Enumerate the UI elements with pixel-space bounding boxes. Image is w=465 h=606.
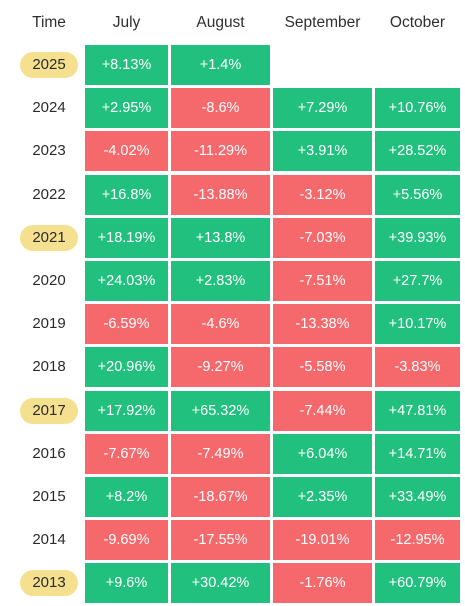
return-cell: -19.01%: [273, 520, 372, 560]
year-cell: 2013: [16, 563, 82, 603]
table-row: 2015 +8.2% -18.67% +2.35% +33.49%: [0, 477, 465, 520]
return-cell: -6.59%: [85, 304, 168, 344]
year-cell: 2025: [16, 45, 82, 85]
return-cell: +7.29%: [273, 88, 372, 128]
year-cell: 2018: [16, 347, 82, 387]
return-cell: +5.56%: [375, 175, 460, 215]
return-cell: +9.6%: [85, 563, 168, 603]
return-cell: -13.38%: [273, 304, 372, 344]
table-header: Time July August September October: [0, 0, 465, 43]
year-cell: 2023: [16, 131, 82, 171]
return-cell: +33.49%: [375, 477, 460, 517]
return-cell: +14.71%: [375, 434, 460, 474]
return-cell: -7.51%: [273, 261, 372, 301]
return-cell: +2.95%: [85, 88, 168, 128]
return-cell: -4.6%: [171, 304, 270, 344]
year-cell: 2024: [16, 88, 82, 128]
table-row: 2024 +2.95% -8.6% +7.29% +10.76%: [0, 88, 465, 131]
return-cell: +60.79%: [375, 563, 460, 603]
year-cell: 2020: [16, 261, 82, 301]
return-cell: -4.02%: [85, 131, 168, 171]
return-cell: +16.8%: [85, 175, 168, 215]
return-cell: +28.52%: [375, 131, 460, 171]
year-label: 2019: [32, 315, 66, 332]
table-row: 2019 -6.59% -4.6% -13.38% +10.17%: [0, 304, 465, 347]
return-cell: -7.03%: [273, 218, 372, 258]
return-cell: +10.76%: [375, 88, 460, 128]
year-label: 2023: [32, 142, 66, 159]
return-cell: -9.69%: [85, 520, 168, 560]
return-cell: -7.49%: [171, 434, 270, 474]
year-label: 2018: [32, 358, 66, 375]
return-cell: -1.76%: [273, 563, 372, 603]
year-cell: 2019: [16, 304, 82, 344]
year-label: 2024: [32, 99, 66, 116]
header-august: August: [196, 14, 245, 31]
return-cell: +10.17%: [375, 304, 460, 344]
return-cell: -3.12%: [273, 175, 372, 215]
empty-cell: [375, 45, 460, 85]
return-cell: +65.32%: [171, 391, 270, 431]
return-cell: +18.19%: [85, 218, 168, 258]
return-cell: -7.44%: [273, 391, 372, 431]
table-row: 2021 +18.19% +13.8% -7.03% +39.93%: [0, 218, 465, 261]
highlighted-year-label: 2017: [20, 398, 78, 424]
return-cell: +3.91%: [273, 131, 372, 171]
return-cell: +6.04%: [273, 434, 372, 474]
table-row: 2020 +24.03% +2.83% -7.51% +27.7%: [0, 261, 465, 304]
table-row: 2025 +8.13% +1.4%: [0, 45, 465, 88]
table-row: 2018 +20.96% -9.27% -5.58% -3.83%: [0, 347, 465, 390]
return-cell: -11.29%: [171, 131, 270, 171]
return-cell: +24.03%: [85, 261, 168, 301]
return-cell: +27.7%: [375, 261, 460, 301]
return-cell: -12.95%: [375, 520, 460, 560]
highlighted-year-label: 2025: [20, 52, 78, 78]
return-cell: -17.55%: [171, 520, 270, 560]
return-cell: +2.35%: [273, 477, 372, 517]
return-cell: +39.93%: [375, 218, 460, 258]
table-row: 2022 +16.8% -13.88% -3.12% +5.56%: [0, 175, 465, 218]
year-label: 2016: [32, 445, 66, 462]
return-cell: -7.67%: [85, 434, 168, 474]
table-row: 2014 -9.69% -17.55% -19.01% -12.95%: [0, 520, 465, 563]
year-cell: 2017: [16, 391, 82, 431]
table-row: 2023 -4.02% -11.29% +3.91% +28.52%: [0, 131, 465, 174]
return-cell: -3.83%: [375, 347, 460, 387]
return-cell: -5.58%: [273, 347, 372, 387]
year-label: 2014: [32, 531, 66, 548]
year-cell: 2022: [16, 175, 82, 215]
table-row: 2013 +9.6% +30.42% -1.76% +60.79%: [0, 563, 465, 606]
return-cell: +17.92%: [85, 391, 168, 431]
return-cell: +20.96%: [85, 347, 168, 387]
year-label: 2020: [32, 272, 66, 289]
year-cell: 2014: [16, 520, 82, 560]
year-cell: 2016: [16, 434, 82, 474]
return-cell: +2.83%: [171, 261, 270, 301]
table-row: 2017 +17.92% +65.32% -7.44% +47.81%: [0, 391, 465, 434]
return-cell: +13.8%: [171, 218, 270, 258]
header-september: September: [284, 14, 361, 31]
return-cell: +47.81%: [375, 391, 460, 431]
year-label: 2022: [32, 186, 66, 203]
highlighted-year-label: 2021: [20, 225, 78, 251]
empty-cell: [273, 45, 372, 85]
year-label: 2015: [32, 488, 66, 505]
year-cell: 2021: [16, 218, 82, 258]
highlighted-year-label: 2013: [20, 570, 78, 596]
return-cell: -8.6%: [171, 88, 270, 128]
return-cell: -13.88%: [171, 175, 270, 215]
return-cell: -9.27%: [171, 347, 270, 387]
return-cell: +1.4%: [171, 45, 270, 85]
return-cell: +8.2%: [85, 477, 168, 517]
return-cell: -18.67%: [171, 477, 270, 517]
return-cell: +8.13%: [85, 45, 168, 85]
table-row: 2016 -7.67% -7.49% +6.04% +14.71%: [0, 434, 465, 477]
year-cell: 2015: [16, 477, 82, 517]
header-october: October: [389, 14, 446, 31]
header-july: July: [112, 14, 141, 31]
return-cell: +30.42%: [171, 563, 270, 603]
header-time: Time: [32, 14, 66, 31]
